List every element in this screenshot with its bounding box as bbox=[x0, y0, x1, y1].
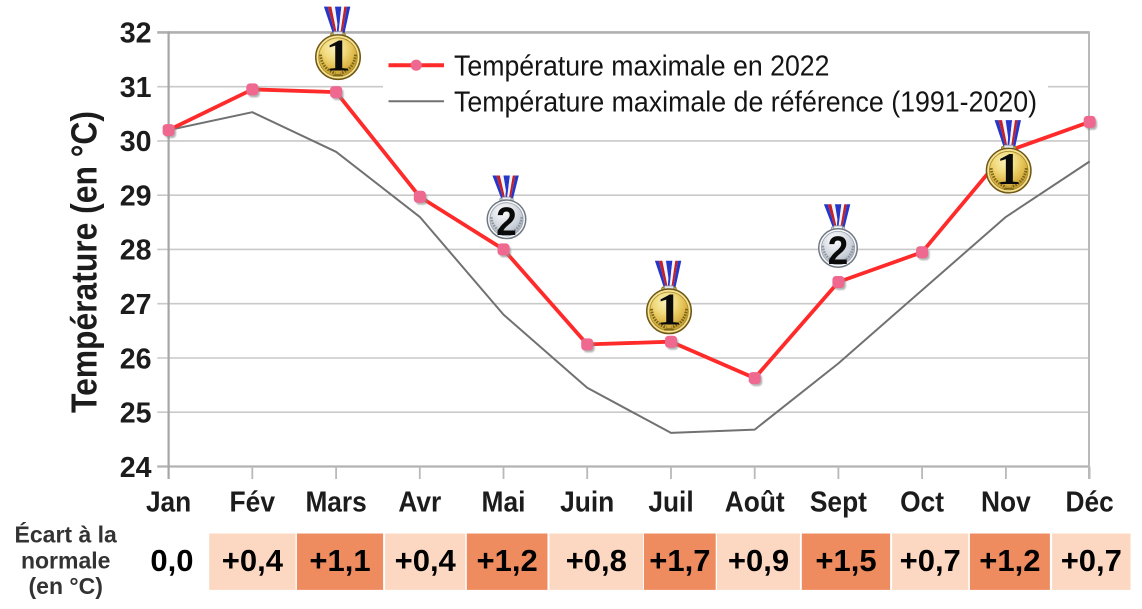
svg-text:29: 29 bbox=[120, 181, 152, 213]
svg-text:Sept: Sept bbox=[810, 487, 868, 519]
svg-text:0,0: 0,0 bbox=[150, 543, 193, 578]
svg-text:+0,7: +0,7 bbox=[900, 543, 961, 578]
svg-text:Avr: Avr bbox=[398, 487, 441, 519]
svg-text:31: 31 bbox=[120, 72, 152, 104]
svg-text:Juin: Juin bbox=[560, 487, 614, 519]
svg-text:1: 1 bbox=[326, 30, 351, 81]
svg-text:+1,1: +1,1 bbox=[309, 543, 370, 578]
svg-text:Déc: Déc bbox=[1066, 487, 1114, 519]
svg-text:+0,7: +0,7 bbox=[1061, 543, 1122, 578]
svg-text:Écart à la: Écart à la bbox=[15, 521, 117, 548]
svg-text:25: 25 bbox=[120, 398, 152, 430]
svg-text:Jan: Jan bbox=[146, 487, 191, 519]
svg-text:Juil: Juil bbox=[648, 487, 693, 519]
svg-text:2: 2 bbox=[496, 200, 516, 245]
svg-text:Fév: Fév bbox=[230, 487, 276, 519]
svg-text:24: 24 bbox=[120, 452, 152, 484]
svg-text:27: 27 bbox=[120, 289, 152, 321]
svg-text:+1,5: +1,5 bbox=[815, 543, 876, 578]
svg-text:30: 30 bbox=[120, 126, 152, 158]
svg-text:(en °C): (en °C) bbox=[29, 573, 103, 599]
svg-text:+1,2: +1,2 bbox=[979, 543, 1040, 578]
svg-text:normale: normale bbox=[21, 547, 110, 573]
svg-text:Température maximale en 2022: Température maximale en 2022 bbox=[454, 50, 830, 82]
svg-text:+0,4: +0,4 bbox=[222, 543, 284, 578]
svg-text:Août: Août bbox=[725, 487, 785, 519]
svg-text:Mai: Mai bbox=[482, 487, 526, 519]
svg-text:1: 1 bbox=[996, 144, 1021, 195]
svg-text:Température maximale de référe: Température maximale de référence (1991-… bbox=[454, 86, 1037, 118]
svg-text:+0,4: +0,4 bbox=[395, 543, 457, 578]
svg-text:+0,9: +0,9 bbox=[728, 543, 789, 578]
svg-text:26: 26 bbox=[120, 343, 152, 375]
svg-text:1: 1 bbox=[657, 284, 682, 335]
svg-text:+0,8: +0,8 bbox=[566, 543, 627, 578]
svg-text:Nov: Nov bbox=[981, 487, 1031, 519]
svg-text:32: 32 bbox=[120, 18, 152, 50]
svg-text:28: 28 bbox=[120, 235, 152, 267]
svg-text:Mars: Mars bbox=[305, 487, 366, 519]
svg-text:+1,7: +1,7 bbox=[649, 543, 710, 578]
svg-text:+1,2: +1,2 bbox=[476, 543, 537, 578]
svg-text:Température (en °C): Température (en °C) bbox=[65, 111, 105, 413]
svg-text:Oct: Oct bbox=[900, 487, 944, 519]
svg-text:2: 2 bbox=[828, 228, 848, 273]
